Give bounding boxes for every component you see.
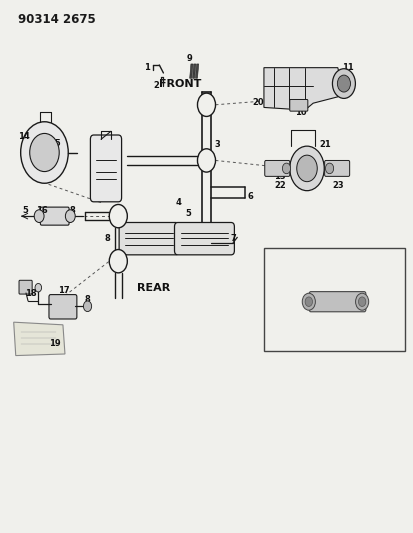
- Text: 5: 5: [185, 209, 191, 218]
- Text: 13: 13: [274, 172, 285, 181]
- FancyBboxPatch shape: [309, 292, 366, 312]
- Circle shape: [302, 293, 316, 310]
- Text: 2: 2: [154, 80, 159, 90]
- Text: 17: 17: [58, 286, 70, 295]
- Text: REAR: REAR: [137, 282, 170, 293]
- Text: FERRULES: FERRULES: [325, 257, 350, 262]
- FancyBboxPatch shape: [175, 222, 235, 255]
- Circle shape: [332, 69, 356, 99]
- Circle shape: [34, 210, 44, 222]
- Circle shape: [325, 163, 334, 174]
- FancyBboxPatch shape: [49, 295, 77, 319]
- Polygon shape: [14, 322, 65, 356]
- Text: 24: 24: [273, 253, 287, 262]
- Text: 7: 7: [230, 235, 236, 244]
- Circle shape: [35, 284, 42, 292]
- Text: 3: 3: [215, 140, 221, 149]
- Bar: [264, 248, 406, 351]
- Circle shape: [109, 249, 127, 273]
- Polygon shape: [192, 64, 196, 78]
- Text: 10: 10: [295, 108, 307, 117]
- Text: 8: 8: [69, 206, 75, 215]
- Text: 11: 11: [342, 63, 354, 72]
- Circle shape: [290, 146, 324, 191]
- FancyBboxPatch shape: [19, 280, 32, 294]
- Text: 6: 6: [248, 192, 254, 201]
- Text: FITTING
ASSEMBLY: FITTING ASSEMBLY: [327, 333, 348, 342]
- FancyBboxPatch shape: [40, 207, 69, 225]
- Circle shape: [297, 155, 317, 182]
- Polygon shape: [264, 68, 342, 110]
- FancyBboxPatch shape: [325, 160, 350, 176]
- Text: 1: 1: [144, 63, 150, 72]
- Text: 90314 2675: 90314 2675: [18, 13, 95, 26]
- Circle shape: [197, 149, 216, 172]
- Text: 20: 20: [252, 98, 263, 107]
- Text: 8: 8: [85, 295, 90, 304]
- Text: 19: 19: [49, 339, 61, 348]
- Text: 8: 8: [104, 234, 110, 243]
- Polygon shape: [190, 64, 193, 78]
- Text: 12: 12: [304, 179, 316, 188]
- Circle shape: [65, 210, 75, 222]
- Text: 9: 9: [186, 54, 192, 63]
- Polygon shape: [195, 64, 199, 78]
- Text: FRONT: FRONT: [159, 78, 201, 88]
- FancyBboxPatch shape: [290, 100, 308, 111]
- Circle shape: [109, 205, 127, 228]
- Circle shape: [21, 122, 68, 183]
- Text: 5: 5: [22, 206, 28, 215]
- Text: 16: 16: [36, 206, 47, 215]
- FancyBboxPatch shape: [90, 135, 121, 202]
- Text: 21: 21: [320, 140, 331, 149]
- FancyBboxPatch shape: [265, 160, 290, 176]
- Circle shape: [30, 133, 59, 172]
- Text: 22: 22: [275, 181, 286, 190]
- Circle shape: [83, 301, 92, 312]
- Circle shape: [358, 297, 366, 306]
- Text: 15: 15: [49, 139, 61, 148]
- Circle shape: [282, 163, 291, 174]
- Text: 23: 23: [332, 181, 344, 190]
- Text: 4: 4: [176, 198, 182, 207]
- Circle shape: [197, 93, 216, 116]
- Text: 18: 18: [25, 288, 37, 297]
- Text: 14: 14: [18, 132, 30, 141]
- Circle shape: [356, 293, 369, 310]
- Circle shape: [305, 297, 313, 306]
- FancyBboxPatch shape: [119, 222, 179, 255]
- Circle shape: [337, 75, 351, 92]
